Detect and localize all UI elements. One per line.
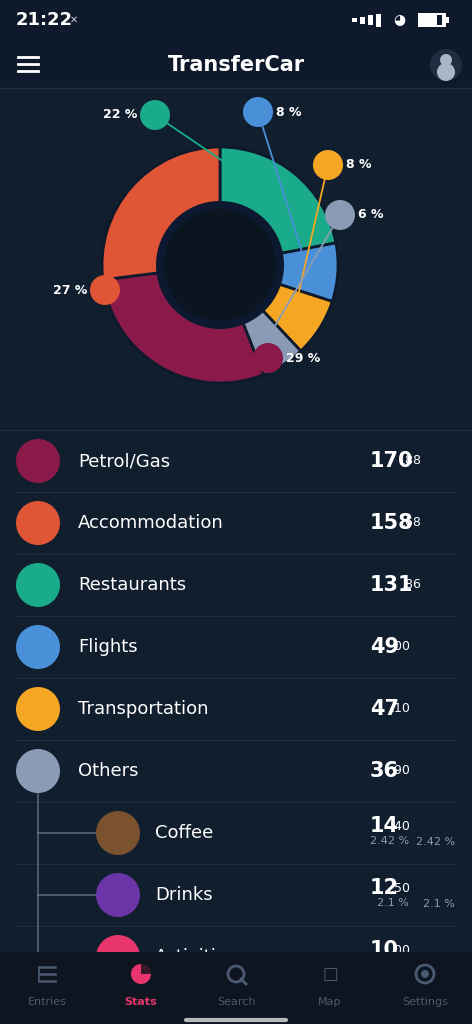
Circle shape [325, 200, 355, 230]
Wedge shape [260, 283, 332, 351]
Text: 27 %: 27 % [52, 284, 87, 297]
Circle shape [16, 563, 60, 607]
Text: Map: Map [318, 997, 342, 1007]
Text: 1.68 %: 1.68 % [416, 961, 455, 971]
Bar [0, 952, 472, 1024]
Circle shape [253, 343, 283, 373]
Wedge shape [141, 964, 151, 974]
Text: .50: .50 [391, 882, 411, 895]
Text: .40: .40 [391, 819, 411, 833]
Text: Settings: Settings [402, 997, 448, 1007]
Text: Search: Search [217, 997, 255, 1007]
Text: 158: 158 [370, 513, 413, 534]
Circle shape [90, 275, 120, 305]
Circle shape [96, 935, 140, 979]
Text: 10: 10 [370, 940, 399, 961]
Text: 8 %: 8 % [346, 159, 371, 171]
Text: Entries: Entries [27, 997, 67, 1007]
Circle shape [16, 439, 60, 483]
Bar [360, 16, 365, 24]
Circle shape [430, 49, 462, 81]
Wedge shape [102, 147, 220, 280]
Circle shape [96, 811, 140, 855]
Bar [352, 18, 357, 22]
Text: 22 %: 22 % [102, 109, 137, 122]
Bar [0, 430, 472, 990]
Text: 170: 170 [370, 451, 413, 471]
Bar [418, 13, 446, 27]
Circle shape [16, 625, 60, 669]
Bar [368, 15, 373, 25]
Wedge shape [241, 307, 301, 375]
Text: 21:22: 21:22 [16, 11, 73, 29]
Bar [446, 17, 449, 23]
Text: Others: Others [78, 762, 138, 780]
Text: Accommodation: Accommodation [78, 514, 224, 532]
Circle shape [313, 150, 343, 180]
Wedge shape [131, 964, 151, 984]
Text: 131: 131 [370, 575, 413, 595]
Circle shape [16, 687, 60, 731]
Text: 8 %: 8 % [276, 105, 302, 119]
Text: Petrol/Gas: Petrol/Gas [78, 452, 170, 470]
Text: 2.1 %: 2.1 % [423, 899, 455, 909]
Circle shape [96, 873, 140, 918]
Text: .00: .00 [391, 943, 411, 956]
Text: Transportation: Transportation [78, 700, 209, 718]
Circle shape [421, 970, 429, 978]
Circle shape [243, 97, 273, 127]
Text: Restaurants: Restaurants [78, 575, 186, 594]
Text: 2.1 %: 2.1 % [377, 898, 409, 908]
Text: 36: 36 [370, 761, 399, 781]
Text: 2.42 %: 2.42 % [416, 837, 455, 847]
Circle shape [156, 201, 284, 329]
Text: .90: .90 [391, 765, 411, 777]
Text: TransferCar: TransferCar [168, 55, 304, 75]
Bar [0, 40, 472, 90]
Bar [0, 88, 472, 430]
Text: 47: 47 [370, 699, 399, 719]
Text: 1.68 %: 1.68 % [370, 961, 409, 970]
Text: 49: 49 [370, 637, 399, 657]
Text: 29 %: 29 % [286, 351, 320, 365]
Text: .88: .88 [402, 455, 421, 468]
Circle shape [440, 54, 452, 66]
Wedge shape [103, 272, 263, 383]
Circle shape [164, 209, 276, 321]
Bar [420, 15, 437, 25]
Text: Drinks: Drinks [155, 886, 212, 904]
Text: Activities: Activities [155, 948, 237, 966]
Text: ◕: ◕ [393, 13, 405, 27]
Text: .68: .68 [402, 516, 421, 529]
Text: □: □ [322, 965, 338, 983]
Text: 2.42 %: 2.42 % [370, 836, 409, 846]
Bar [376, 13, 381, 27]
Text: .00: .00 [391, 640, 411, 653]
Circle shape [16, 749, 60, 793]
Text: 6 %: 6 % [358, 209, 383, 221]
Bar [420, 15, 442, 25]
Text: 14: 14 [370, 816, 399, 836]
Text: ✕: ✕ [70, 15, 78, 25]
Text: .86: .86 [402, 579, 421, 592]
Text: Coffee: Coffee [155, 824, 213, 842]
Wedge shape [220, 147, 336, 254]
Circle shape [437, 63, 455, 81]
Text: Flights: Flights [78, 638, 138, 656]
Circle shape [140, 100, 170, 130]
Text: Stats: Stats [125, 997, 157, 1007]
Text: .10: .10 [391, 702, 411, 716]
Circle shape [16, 501, 60, 545]
Wedge shape [275, 243, 338, 301]
Text: 12: 12 [370, 878, 399, 898]
